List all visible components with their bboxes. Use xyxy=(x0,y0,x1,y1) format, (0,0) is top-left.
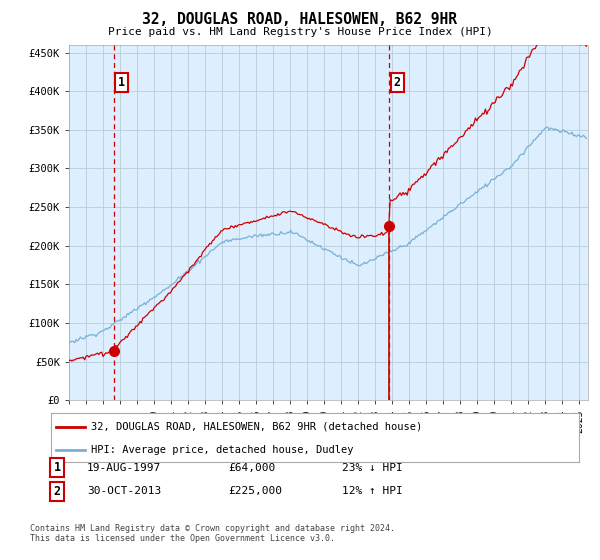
Text: 1: 1 xyxy=(118,76,125,88)
Text: 1: 1 xyxy=(53,461,61,474)
Text: 32, DOUGLAS ROAD, HALESOWEN, B62 9HR (detached house): 32, DOUGLAS ROAD, HALESOWEN, B62 9HR (de… xyxy=(91,422,422,432)
Text: 19-AUG-1997: 19-AUG-1997 xyxy=(87,463,161,473)
Text: Contains HM Land Registry data © Crown copyright and database right 2024.
This d: Contains HM Land Registry data © Crown c… xyxy=(30,524,395,543)
Text: £64,000: £64,000 xyxy=(228,463,275,473)
Text: 32, DOUGLAS ROAD, HALESOWEN, B62 9HR: 32, DOUGLAS ROAD, HALESOWEN, B62 9HR xyxy=(143,12,458,27)
Text: 2: 2 xyxy=(394,76,401,88)
Text: 2: 2 xyxy=(53,484,61,498)
Text: HPI: Average price, detached house, Dudley: HPI: Average price, detached house, Dudl… xyxy=(91,445,353,455)
Text: £225,000: £225,000 xyxy=(228,486,282,496)
Text: 12% ↑ HPI: 12% ↑ HPI xyxy=(342,486,403,496)
Text: 30-OCT-2013: 30-OCT-2013 xyxy=(87,486,161,496)
Text: Price paid vs. HM Land Registry's House Price Index (HPI): Price paid vs. HM Land Registry's House … xyxy=(107,27,493,37)
Text: 23% ↓ HPI: 23% ↓ HPI xyxy=(342,463,403,473)
